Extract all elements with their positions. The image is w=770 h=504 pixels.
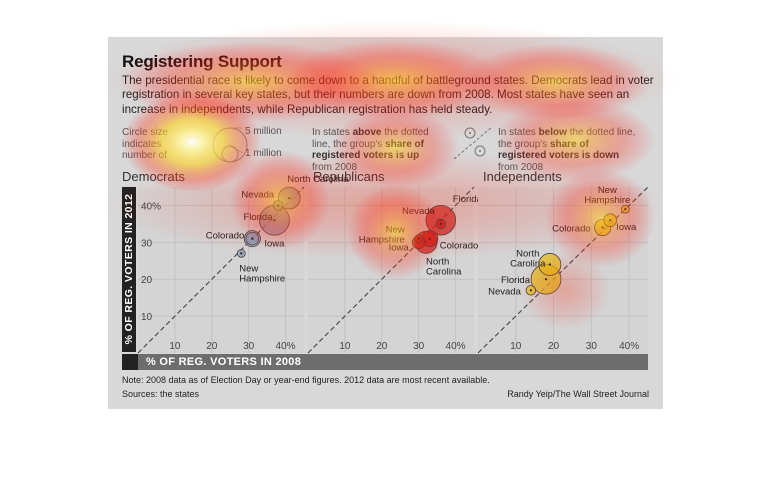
panel-democrats-ytick-label: 40% xyxy=(141,201,161,212)
panel-democrats-xtick-label: 30 xyxy=(243,341,255,352)
panel-democrats-ytick-label: 10 xyxy=(141,312,153,323)
panel-democrats-ytick-label: 20 xyxy=(141,275,153,286)
panel-independents-point-center-new-hampshire xyxy=(624,208,627,211)
panel-republicans-xtick-label: 20 xyxy=(376,341,388,352)
panel-democrats-point-center-iowa xyxy=(251,237,254,240)
axis-corner xyxy=(122,354,138,370)
panel-republicans-xtick-label: 40% xyxy=(446,341,466,352)
chart-card: Registering Support The presidential rac… xyxy=(108,37,663,409)
footnote: Note: 2008 data as of Election Day or ye… xyxy=(122,375,490,385)
credit: Randy Yeip/The Wall Street Journal xyxy=(507,389,649,399)
panel-independents-point-center-north-carolina xyxy=(548,263,551,266)
panel-democrats-point-center-north-carolina xyxy=(288,196,291,200)
panel-democrats-label-iowa: Iowa xyxy=(264,239,285,250)
panel-republicans-point-center-colorado xyxy=(428,237,431,240)
sources: Sources: the states xyxy=(122,389,200,399)
panel-democrats-label-new-hampshire: New Hampshire xyxy=(239,263,285,284)
panel-independents-label-nevada: Nevada xyxy=(488,286,521,297)
panel-republicans-xtick-label: 10 xyxy=(339,341,351,352)
panel-republicans-label-nevada: Nevada xyxy=(402,206,435,217)
panel-democrats-label-north-carolina: North Carolina xyxy=(287,174,349,185)
panel-independents-point-center-iowa xyxy=(609,219,612,222)
panel-independents-point-center-colorado xyxy=(601,226,604,229)
panel-republicans-point-center-nevada xyxy=(439,222,442,225)
panel-democrats-point-center-nevada xyxy=(277,204,280,207)
panel-republicans-label-iowa: Iowa xyxy=(389,242,410,253)
panel-independents-xtick-label: 10 xyxy=(510,341,522,352)
panel-democrats-label-nevada: Nevada xyxy=(241,189,274,200)
panel-independents-label-iowa: Iowa xyxy=(616,222,637,233)
x-axis-band xyxy=(122,354,648,370)
panel-democrats-label-florida: Florida xyxy=(243,212,273,223)
panel-democrats-point-center-new-hampshire xyxy=(240,252,243,255)
panel-republicans-point-center-new-hampshire xyxy=(417,237,420,240)
x-axis-label: % OF REG. VOTERS IN 2008 xyxy=(146,356,302,368)
panel-independents-label-florida: Florida xyxy=(501,275,531,286)
panel-democrats-xtick-label: 10 xyxy=(169,341,181,352)
panel-independents-point-center-nevada xyxy=(529,289,532,292)
panel-republicans-xtick-label: 30 xyxy=(413,341,425,352)
panel-independents-xtick-label: 30 xyxy=(586,341,598,352)
panel-democrats-xtick-label: 40% xyxy=(276,341,296,352)
panel-democrats-ytick-label: 30 xyxy=(141,238,153,249)
panel-independents-label-colorado: Colorado xyxy=(552,224,591,235)
panel-democrats-point-center-florida xyxy=(273,219,276,222)
panel-republicans-label-colorado: Colorado xyxy=(440,241,479,252)
panel-democrats-label-colorado: Colorado xyxy=(206,231,245,242)
panel-independents-point-center-florida xyxy=(544,278,548,281)
panel-independents-xtick-label: 20 xyxy=(548,341,560,352)
panel-independents-xtick-label: 40% xyxy=(619,341,639,352)
panel-democrats-xtick-label: 20 xyxy=(206,341,218,352)
